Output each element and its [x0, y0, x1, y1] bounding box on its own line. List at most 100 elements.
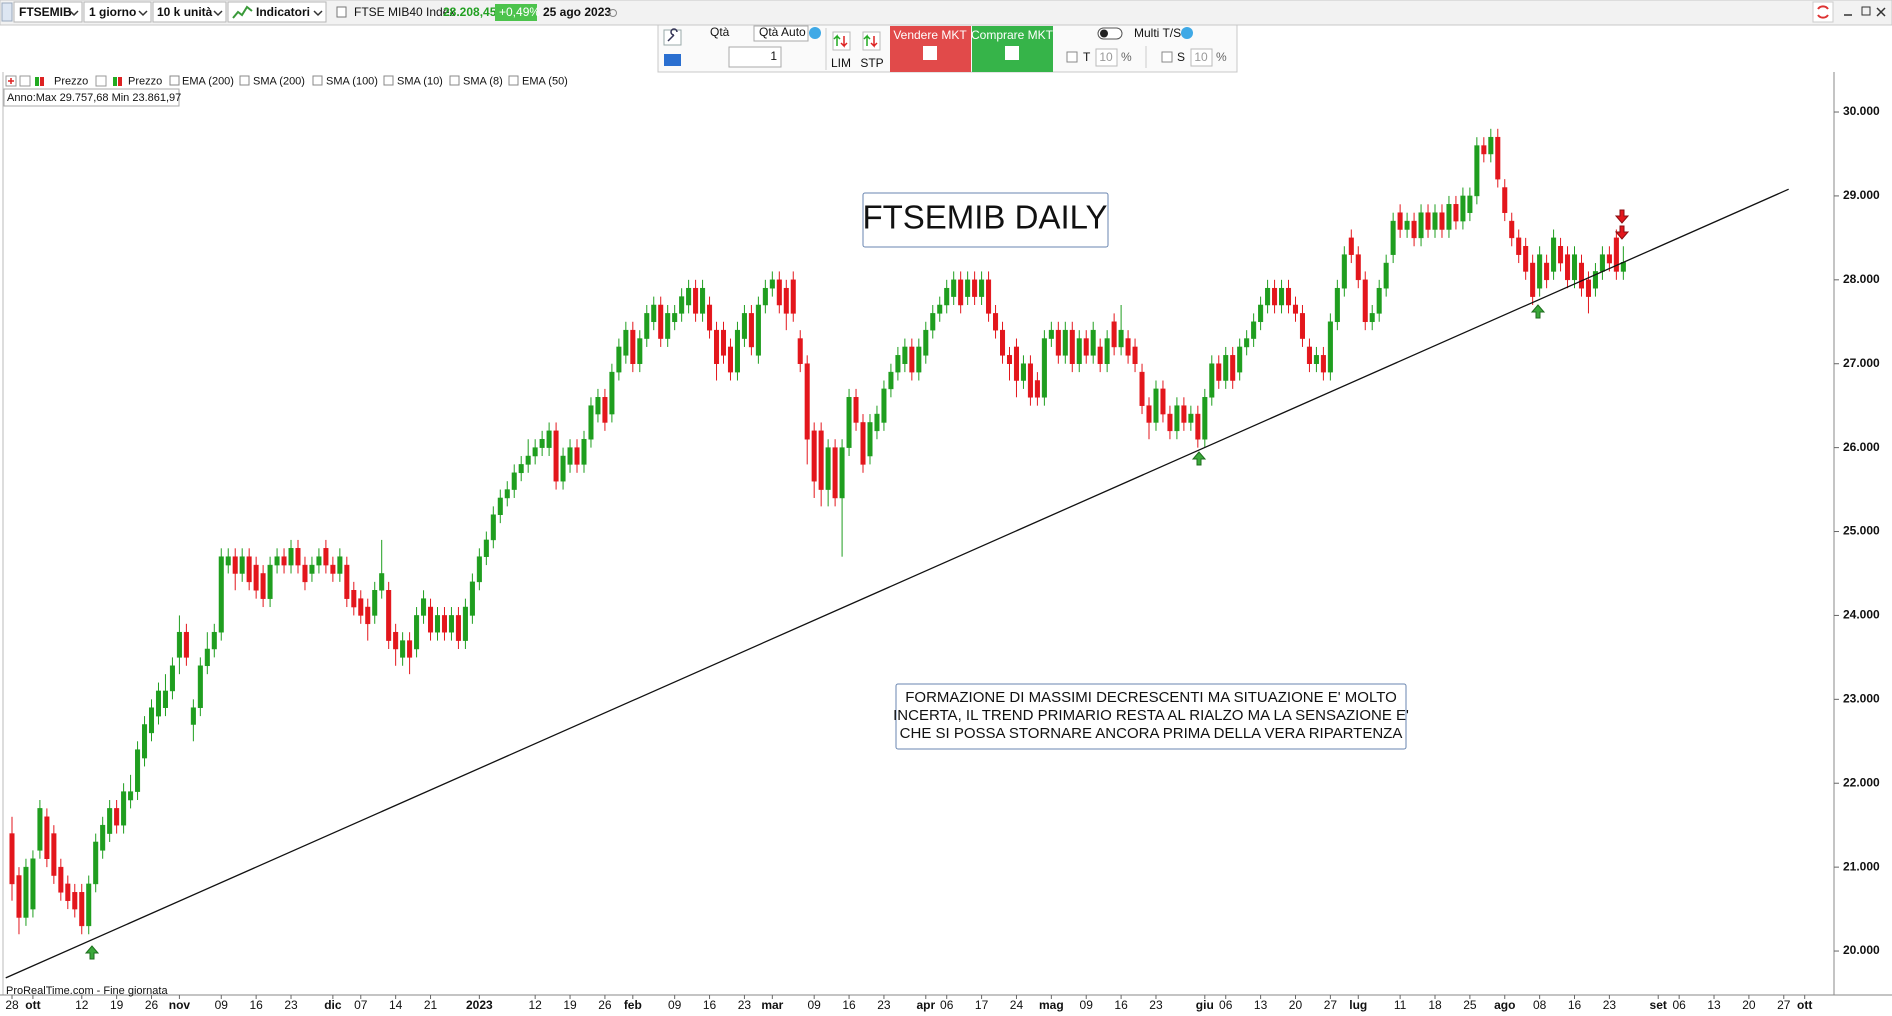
- legend-checkbox[interactable]: [239, 75, 250, 86]
- x-tick-label: 11: [1394, 998, 1407, 1012]
- candle-body: [204, 648, 210, 667]
- info-icon[interactable]: [1181, 27, 1193, 39]
- period: 1 giorno: [89, 5, 136, 19]
- legend-checkbox[interactable]: [449, 75, 460, 86]
- buy-icon: [1005, 46, 1019, 60]
- candle-body: [232, 556, 238, 574]
- x-tick-label: giu: [1196, 998, 1214, 1012]
- candle-body: [658, 304, 664, 339]
- candle-body: [379, 573, 385, 591]
- candle-body: [1279, 287, 1285, 306]
- candle-body: [1097, 346, 1103, 364]
- legend-icon[interactable]: [19, 75, 31, 87]
- candle-body: [546, 430, 552, 448]
- candle-body: [811, 430, 817, 482]
- x-tick-label: 09: [668, 998, 682, 1012]
- symbol-select[interactable]: [13, 1, 83, 23]
- candle-body: [602, 397, 608, 423]
- candle-body: [846, 397, 852, 448]
- symbol: FTSEMIB: [19, 5, 72, 19]
- candle-body: [455, 615, 461, 641]
- candle-body: [30, 858, 36, 910]
- candle-body: [539, 438, 545, 448]
- x-tick-label: 20: [1742, 998, 1756, 1012]
- legend-checkbox[interactable]: [383, 75, 394, 86]
- legend-checkbox[interactable]: [169, 75, 180, 86]
- candle-body: [525, 455, 531, 465]
- candle-body: [58, 866, 64, 893]
- annotation-line: CHE SI POSSA STORNARE ANCORA PRIMA DELLA…: [900, 725, 1403, 742]
- info-icon[interactable]: [809, 27, 821, 39]
- legend-icon[interactable]: [95, 75, 107, 87]
- s-checkbox[interactable]: [1161, 51, 1173, 63]
- y-tick-label: 26.000: [1843, 440, 1880, 454]
- candle-body: [288, 548, 294, 566]
- candle-body: [386, 590, 392, 641]
- candle-body: [986, 279, 992, 314]
- buy-signal-arrow: [1191, 451, 1207, 466]
- qty-input[interactable]: [728, 46, 782, 68]
- period-select[interactable]: [83, 1, 152, 23]
- refresh-button[interactable]: [1812, 1, 1834, 23]
- candle-body: [393, 631, 399, 650]
- plot: 20.000 21.000 22.000 23.000 24.000 25.000 26.0…: [5, 104, 1880, 1012]
- close[interactable]: [1876, 7, 1886, 17]
- indicators-button[interactable]: [227, 1, 327, 23]
- t-input[interactable]: [1095, 48, 1118, 67]
- candle-body: [504, 489, 510, 499]
- candle-body: [267, 564, 273, 599]
- candle-body: [197, 665, 203, 708]
- candle-body: [400, 640, 406, 658]
- candle-body: [1516, 237, 1522, 255]
- candle-body: [1334, 287, 1340, 323]
- candle-body: [1090, 329, 1096, 356]
- x-tick-label: apr: [916, 998, 935, 1012]
- keyboard-button[interactable]: [664, 54, 681, 66]
- lim-button[interactable]: [832, 31, 851, 51]
- x-tick-label: 08: [1533, 998, 1547, 1012]
- candle-body: [972, 279, 978, 297]
- candle-body: [1411, 220, 1417, 239]
- x-tick-label: 23: [1149, 998, 1163, 1012]
- candle-body: [867, 422, 873, 457]
- candle-body: [218, 556, 224, 633]
- x-tick-label: 16: [1114, 998, 1128, 1012]
- candle-body: [448, 615, 454, 633]
- units-select[interactable]: [152, 1, 227, 23]
- legend-swatch: [40, 77, 44, 86]
- candle-body: [1551, 237, 1557, 272]
- candle-body: [1306, 346, 1312, 364]
- candle-body: [1606, 254, 1612, 264]
- qty: 1: [770, 49, 777, 63]
- stp-button[interactable]: [862, 31, 881, 51]
- candle-body: [1537, 254, 1543, 289]
- candle-body: [804, 363, 810, 440]
- candle-body: [783, 287, 789, 314]
- y-tick-label: 23.000: [1843, 692, 1880, 706]
- qty-auto-button[interactable]: [753, 25, 809, 42]
- y-tick-label: 27.000: [1843, 356, 1880, 370]
- legend-checkbox[interactable]: [508, 75, 519, 86]
- candle-body: [937, 304, 943, 314]
- x-tick-label: 09: [808, 998, 822, 1012]
- x-tick-label: nov: [169, 998, 191, 1012]
- candle-body: [225, 556, 231, 566]
- maximize[interactable]: [1861, 6, 1871, 16]
- indicators: Indicatori: [256, 5, 310, 19]
- t-checkbox[interactable]: [1066, 51, 1078, 63]
- candle-body: [1530, 262, 1536, 297]
- candle-body: [860, 422, 866, 465]
- candle-body: [44, 816, 50, 859]
- instrument-icon[interactable]: [336, 6, 347, 18]
- candle-body: [1327, 321, 1333, 373]
- trendline: [5, 188, 1789, 979]
- t-unit: %: [1121, 50, 1132, 64]
- x-tick-label: ott: [25, 998, 40, 1012]
- s-input[interactable]: [1190, 48, 1213, 67]
- candle-body: [769, 279, 775, 289]
- legend-checkbox[interactable]: [312, 75, 323, 86]
- dropdown-arrow: [69, 10, 79, 17]
- candle-body: [1495, 136, 1501, 180]
- candle-body: [1230, 355, 1236, 381]
- x-tick-label: 16: [842, 998, 856, 1012]
